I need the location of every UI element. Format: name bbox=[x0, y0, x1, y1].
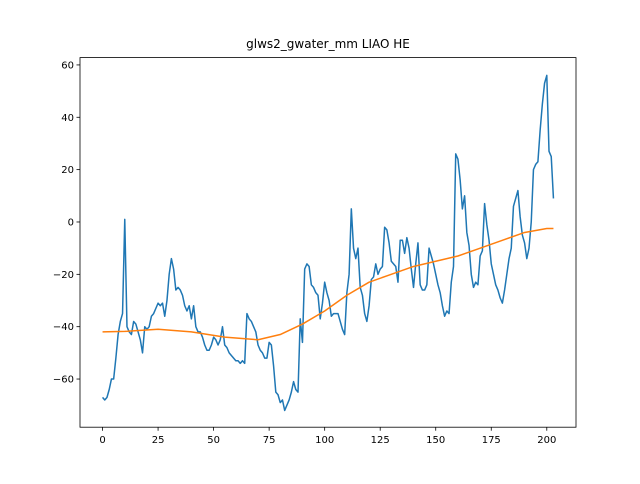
y-tick-label: 40 bbox=[61, 113, 74, 124]
x-tick-label: 200 bbox=[537, 435, 556, 446]
line-series bbox=[101, 74, 555, 412]
y-tick-label: −40 bbox=[53, 322, 74, 333]
y-tick-label: −20 bbox=[53, 270, 74, 281]
x-tick-label: 175 bbox=[482, 435, 501, 446]
plot-frame bbox=[79, 57, 577, 428]
x-tick-label: 150 bbox=[426, 435, 445, 446]
y-tick-label: 0 bbox=[68, 217, 74, 228]
line-series bbox=[102, 227, 554, 341]
chart-title: glws2_gwater_mm LIAO HE bbox=[246, 37, 410, 51]
x-tick-label: 50 bbox=[207, 435, 220, 446]
x-tick-label: 125 bbox=[371, 435, 390, 446]
y-tick-label: 60 bbox=[61, 60, 74, 71]
y-tick-label: −60 bbox=[53, 375, 74, 386]
x-tick-label: 75 bbox=[263, 435, 276, 446]
x-tick-label: 0 bbox=[99, 435, 105, 446]
x-tick-label: 100 bbox=[315, 435, 334, 446]
y-tick-label: 20 bbox=[61, 165, 74, 176]
x-tick-label: 25 bbox=[152, 435, 165, 446]
